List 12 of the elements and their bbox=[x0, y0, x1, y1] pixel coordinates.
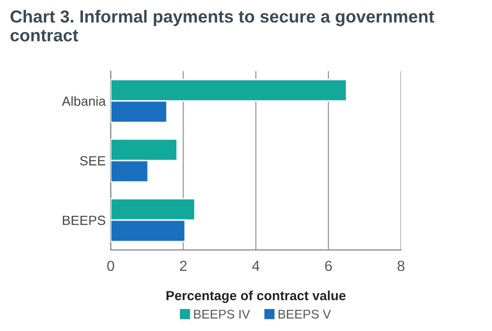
x-tick-label: 6 bbox=[325, 260, 332, 272]
y-tick-label: Albania bbox=[62, 96, 106, 106]
x-tick-label: 0 bbox=[107, 260, 114, 272]
x-tick-label: 8 bbox=[398, 260, 404, 272]
x-tick-label: 2 bbox=[180, 260, 187, 271]
y-tick-label: SEE bbox=[80, 156, 106, 166]
y-tick-label: BEEPS bbox=[62, 216, 106, 226]
chart-title: Chart 3. Informal payments to secure a government contract bbox=[10, 10, 434, 42]
legend-label: BEEPS V bbox=[278, 310, 332, 319]
x-axis-title: Percentage of contract value bbox=[166, 290, 346, 303]
legend-label: BEEPS IV bbox=[194, 310, 250, 319]
x-tick-label: 4 bbox=[252, 260, 260, 271]
